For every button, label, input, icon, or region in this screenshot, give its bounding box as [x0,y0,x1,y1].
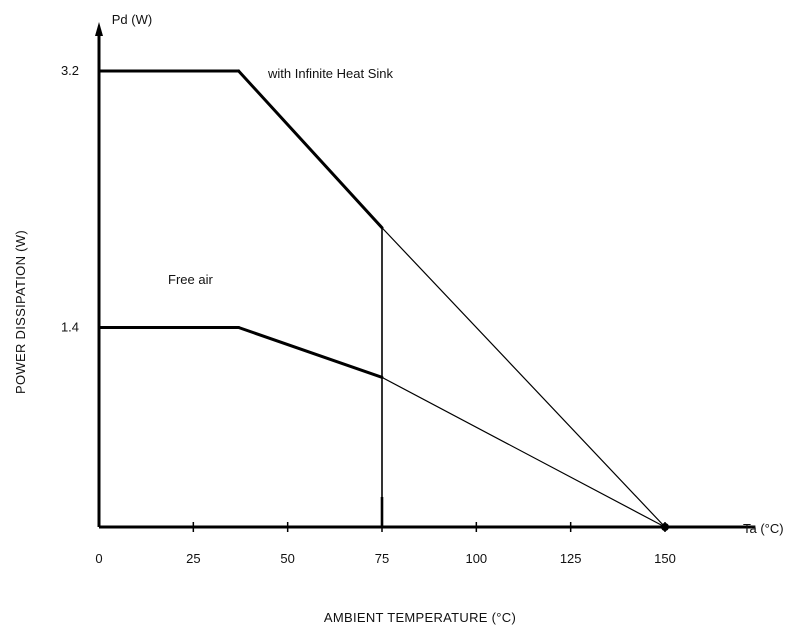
x-tick-label-25: 25 [186,551,200,566]
series-1-segment-1 [237,326,384,379]
x-tick-label-0: 0 [95,551,102,566]
x-axis-caption: Ta (°C) [743,521,784,536]
series-layer [97,69,669,531]
series-1-point-2 [380,376,384,379]
x-tick-label-100: 100 [465,551,487,566]
y-axis-arrow [95,22,103,36]
x-tick-label-75: 75 [375,551,389,566]
series-0-point-2 [380,226,384,229]
free-air-series-label: Free air [168,272,213,287]
y-axis-caption: Pd (W) [112,12,152,27]
x-tick-label-50: 50 [280,551,294,566]
x-tick-label-150: 150 [654,551,676,566]
x-tick-label-125: 125 [560,551,582,566]
series-1-segment-2 [381,376,666,528]
labels: 0 25 50 75 100 125 150 1.4 3.2 with Infinite Heat… [13,12,784,625]
heat-sink-series-label: with Infinite Heat Sink [267,66,394,81]
y-tick-label-3_2: 3.2 [61,63,79,78]
y-tick-label-1_4: 1.4 [61,320,79,335]
y-axis-title: POWER DISSIPATION (W) [13,230,28,394]
series-0-point-0 [97,69,101,73]
series-0-segment-2 [381,227,666,528]
series-0-segment-1 [237,69,384,230]
convergence-point [661,523,669,531]
x-axis-title: AMBIENT TEMPERATURE (°C) [324,610,516,625]
series-1-point-1 [237,326,240,329]
series-1-point-0 [97,326,101,329]
series-0-point-1 [237,69,240,73]
